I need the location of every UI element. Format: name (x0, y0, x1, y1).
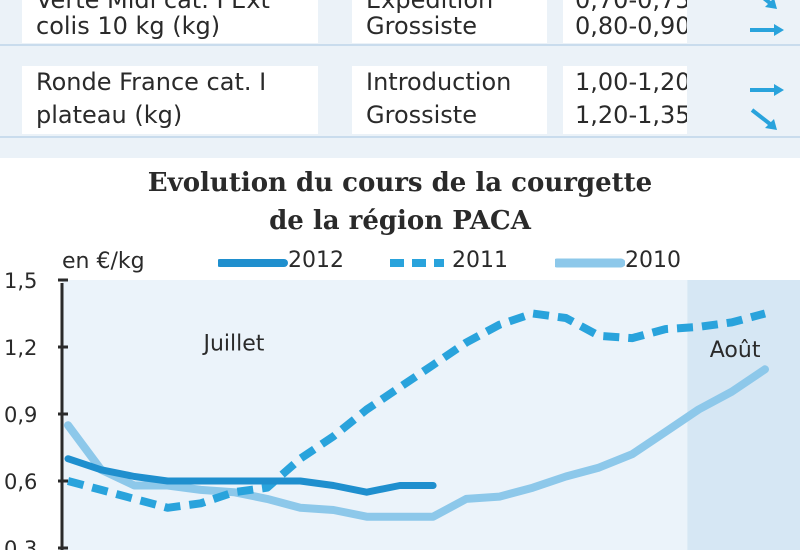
legend-swatch-2010 (555, 258, 625, 268)
legend-swatch-2011 (390, 259, 444, 267)
stage-line: Introduction (366, 68, 512, 96)
period-label: Juillet (201, 332, 264, 357)
price-line: 0,70-0,75 (575, 0, 687, 14)
stage-line: Grossiste (366, 12, 477, 40)
chart-title-line-1: Evolution du cours de la courgette (147, 168, 653, 198)
price-line: 1,00-1,20 (575, 68, 687, 96)
trend-arrow-right-icon (750, 84, 784, 96)
price-line: 1,20-1,35 (575, 101, 687, 129)
chart-title-line-2: de la région PACA (269, 206, 531, 236)
row-divider (0, 136, 800, 138)
product-cell: Verte Midi cat. I Ext colis 10 kg (kg) (22, 0, 318, 43)
trend-arrow-down-icon (762, 0, 777, 9)
y-tick-label: 0,3 (4, 537, 37, 550)
y-tick-label: 0,9 (4, 403, 37, 427)
trend-arrows (750, 0, 784, 130)
legend-item-2012: 2012 (218, 246, 348, 276)
product-line: Verte Midi cat. I Ext (36, 0, 270, 14)
legend-label: 2010 (625, 248, 681, 273)
price-line: 0,80-0,90 (575, 12, 687, 40)
stage-cell: Introduction Grossiste (352, 66, 547, 134)
period-label: Août (710, 338, 761, 363)
legend-swatch-2012 (218, 259, 288, 267)
y-tick-label: 1,2 (4, 336, 37, 360)
product-line: Ronde France cat. I (36, 68, 267, 96)
y-tick-label: 1,5 (4, 269, 37, 293)
row-divider (0, 44, 800, 46)
series-line-2012 (64, 455, 437, 496)
product-line: plateau (kg) (36, 101, 183, 129)
legend-item-2011: 2011 (388, 246, 518, 276)
price-cell: 1,00-1,20 1,20-1,35 (563, 66, 687, 134)
series-line-2010 (64, 365, 769, 521)
product-cell: Ronde France cat. I plateau (kg) (22, 66, 318, 134)
stage-line: Grossiste (366, 101, 477, 129)
august-band (687, 280, 800, 550)
legend-label: 2012 (288, 248, 344, 273)
price-cell: 0,70-0,75 0,80-0,90 (563, 0, 687, 43)
trend-arrow-right-icon (750, 24, 784, 36)
price-table: Verte Midi cat. I Ext colis 10 kg (kg) E… (0, 0, 800, 158)
legend-item-2010: 2010 (555, 246, 695, 276)
legend-label: 2011 (452, 248, 508, 273)
y-axis-label: en €/kg (62, 249, 145, 274)
product-line: colis 10 kg (kg) (36, 12, 221, 40)
trend-arrow-down-icon (750, 108, 777, 130)
stage-line: Expédition (366, 0, 494, 14)
y-tick-label: 0,6 (4, 470, 37, 494)
stage-cell: Expédition Grossiste (352, 0, 547, 43)
